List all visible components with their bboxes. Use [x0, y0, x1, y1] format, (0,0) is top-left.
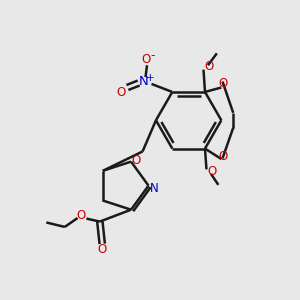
Text: O: O [98, 243, 107, 256]
Text: -: - [151, 49, 155, 62]
Text: O: O [204, 60, 214, 73]
Text: +: + [146, 73, 155, 83]
Text: O: O [76, 209, 86, 222]
Text: O: O [132, 154, 141, 167]
Text: O: O [208, 165, 217, 178]
Text: N: N [150, 182, 159, 194]
Text: N: N [139, 75, 149, 88]
Text: O: O [116, 86, 125, 99]
Text: O: O [218, 77, 227, 90]
Text: O: O [142, 53, 151, 66]
Text: O: O [218, 150, 227, 164]
